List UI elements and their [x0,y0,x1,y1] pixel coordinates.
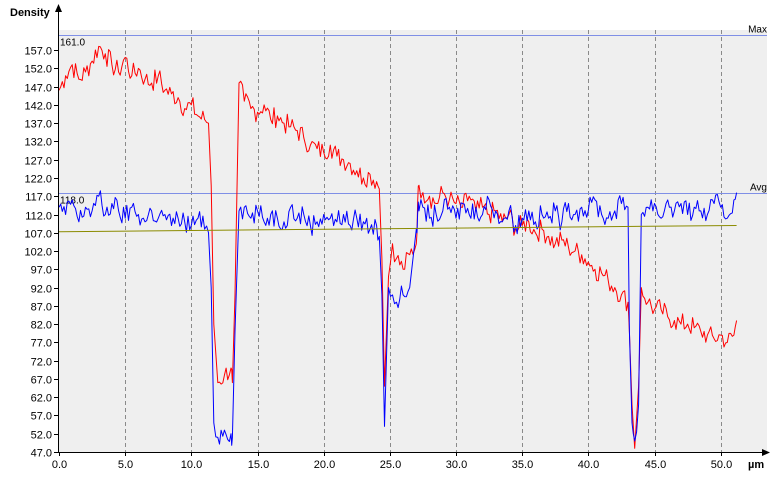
x-tick-label: 10.0 [181,459,202,471]
x-tick-label: 0.0 [52,459,67,471]
series-line-1 [58,190,738,446]
y-tick-label: 67.0 [31,375,52,387]
x-tick-label: 35.0 [512,459,533,471]
y-tick-label: 132.0 [24,137,52,149]
x-tick-label: 30.0 [446,459,467,471]
y-tick-label: 97.0 [31,265,52,277]
y-tick-label: 122.0 [24,174,52,186]
y-tick-label: 112.0 [25,211,52,223]
series-line-0 [58,45,738,449]
y-axis-arrow-icon [55,4,62,12]
plot-area [59,30,767,452]
y-axis-label: Density [10,7,51,19]
y-tick-label: 142.0 [24,101,52,113]
y-tick-label: 102.0 [24,247,52,259]
x-tick-label: 40.0 [578,459,599,471]
y-tick-label: 157.0 [24,46,52,58]
x-axis-arrow-icon [762,449,770,456]
reference-line-value: 161.0 [60,38,85,49]
reference-line-name: Avg [750,183,767,194]
y-tick-label: 117.0 [25,192,52,204]
y-tick-label: 47.0 [31,448,52,460]
vertical-gridlines [125,30,722,452]
x-axis-ticks: 0.0 5.0 10.0 15.0 20.0 25.0 30.0 35.0 40.0 45.0 50… [52,452,732,471]
x-tick-label: 5.0 [118,459,133,471]
y-tick-label: 87.0 [31,302,52,314]
axes [55,4,770,456]
y-tick-label: 62.0 [31,393,52,405]
series-line-2 [58,225,737,233]
y-tick-label: 147.0 [24,83,52,95]
y-tick-label: 152.0 [24,64,52,76]
x-tick-label: 15.0 [248,459,269,471]
y-tick-label: 52.0 [31,430,52,442]
y-tick-label: 92.0 [31,284,52,296]
reference-line-name: Max [748,25,767,36]
x-tick-label: 20.0 [314,459,335,471]
y-tick-label: 137.0 [24,119,52,131]
y-tick-label: 72.0 [31,357,52,369]
series-group [58,45,738,449]
y-tick-label: 77.0 [31,338,52,350]
x-tick-label: 25.0 [380,459,401,471]
y-tick-label: 127.0 [24,156,52,168]
y-tick-label: 82.0 [31,320,52,332]
x-tick-label: 50.0 [711,459,732,471]
x-axis-label: µm [748,459,764,471]
y-tick-label: 57.0 [31,411,52,423]
y-tick-label: 107.0 [24,229,52,241]
x-tick-label: 45.0 [645,459,666,471]
y-axis-ticks: 47.0 52.0 57.0 62.0 67.0 72.0 77.0 82.0 87.0 92.0… [24,46,59,460]
